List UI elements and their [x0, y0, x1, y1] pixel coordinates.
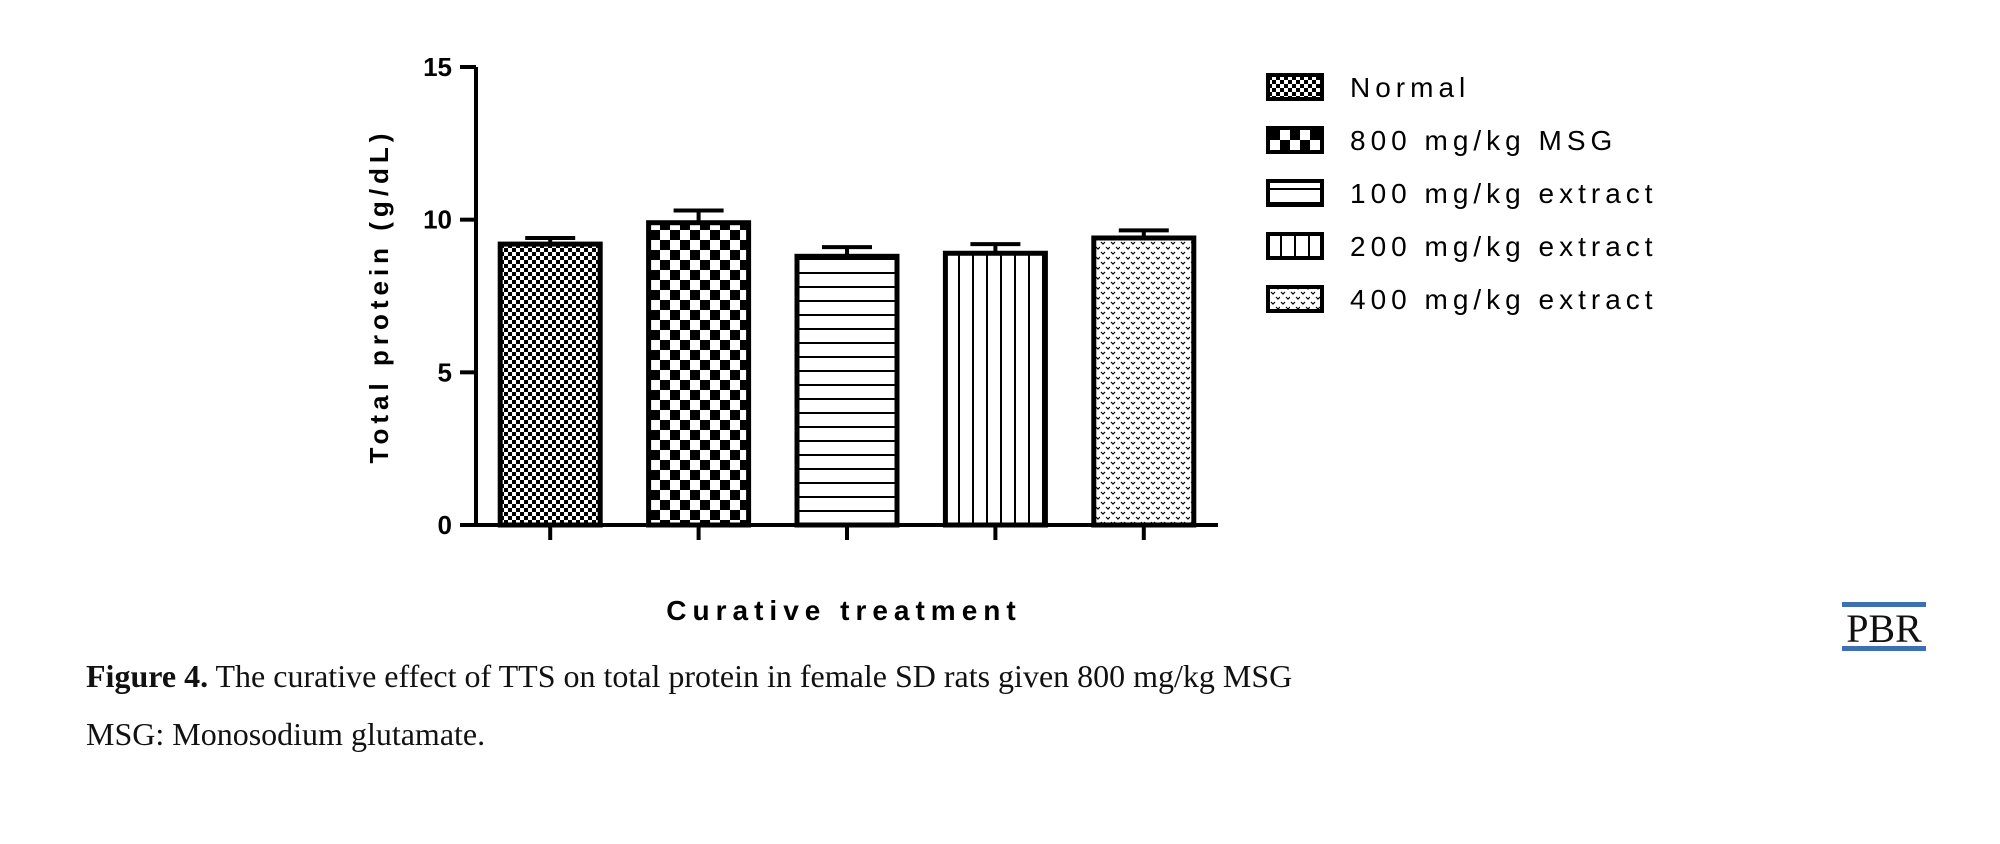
- bar-3: [794, 253, 900, 528]
- bar-1: [497, 241, 603, 528]
- legend-label-4: 200 mg/kg extract: [1350, 231, 1658, 262]
- bars: [497, 208, 1197, 540]
- bar-5: [1091, 235, 1197, 528]
- y-tick-label: 10: [423, 205, 452, 235]
- legend: Normal 800 mg/kg MSG 100 mg/kg extract 200 …: [1266, 72, 1658, 315]
- journal-logo: PBR: [1846, 606, 1922, 651]
- legend-label-2: 800 mg/kg MSG: [1350, 125, 1617, 156]
- legend-label-3: 100 mg/kg extract: [1350, 178, 1658, 209]
- legend-swatch-4: [1266, 232, 1324, 260]
- legend-swatch-2: [1266, 126, 1324, 154]
- figure-caption: Figure 4. The curative effect of TTS on …: [86, 660, 1292, 692]
- logo-bar-bottom: [1842, 646, 1926, 651]
- bar-2: [646, 220, 752, 528]
- caption-text: The curative effect of TTS on total prot…: [215, 658, 1293, 694]
- axes: 0 5 10 15 Total protein (g/dL) Curative treat…: [364, 52, 1218, 626]
- y-axis-label: Total protein (g/dL): [364, 129, 394, 464]
- legend-swatch-5: [1266, 285, 1324, 313]
- bar-4: [942, 250, 1048, 528]
- logo-bar-top: [1842, 602, 1926, 607]
- caption-abbreviation: MSG: Monosodium glutamate.: [86, 716, 486, 752]
- legend-swatch-3: [1266, 179, 1324, 207]
- caption-label: Figure 4.: [86, 658, 209, 694]
- y-tick-label: 5: [438, 357, 452, 387]
- legend-swatch-1: [1266, 73, 1324, 101]
- y-tick-label: 15: [423, 52, 452, 82]
- y-tick-label: 0: [438, 510, 452, 540]
- x-axis-label: Curative treatment: [666, 595, 1021, 626]
- legend-label-1: Normal: [1350, 72, 1470, 103]
- legend-label-5: 400 mg/kg extract: [1350, 284, 1658, 315]
